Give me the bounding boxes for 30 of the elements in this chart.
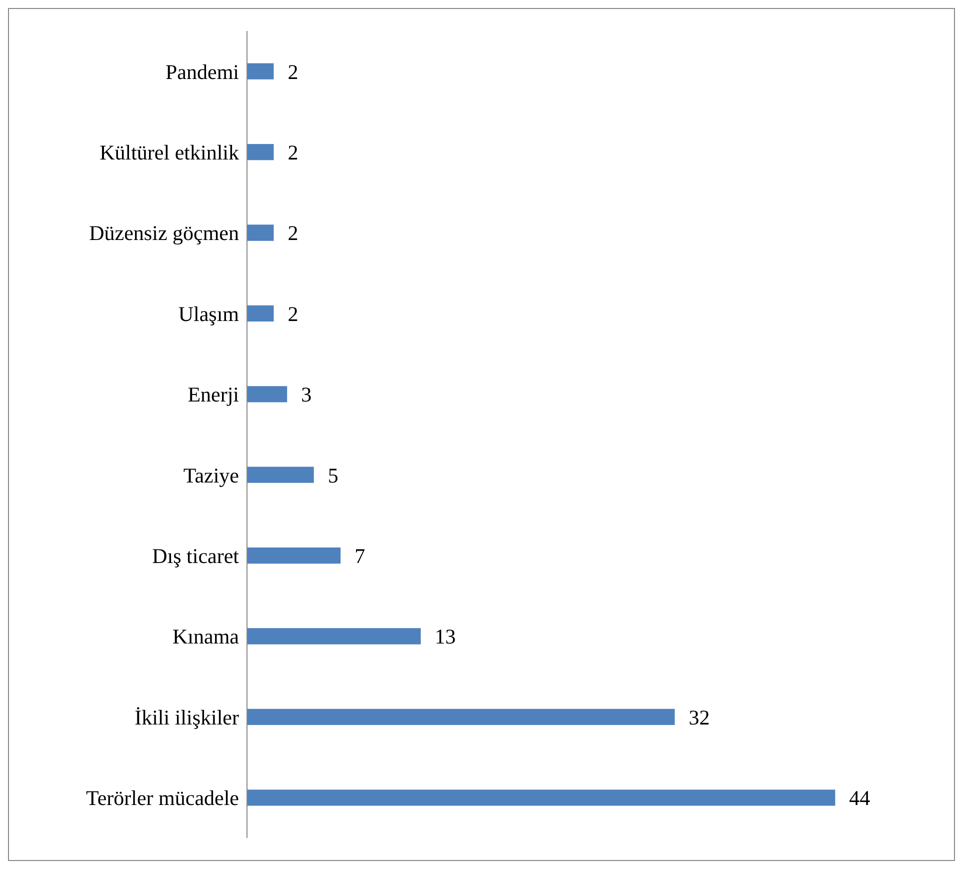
y-tick-label: İkili ilişkiler [134, 705, 240, 730]
bar [247, 63, 274, 80]
bar [247, 305, 274, 322]
data-label: 2 [288, 221, 298, 246]
bar [247, 628, 421, 644]
y-tick-label: Ulaşım [178, 302, 239, 326]
data-label: 2 [288, 302, 298, 326]
y-tick-label: Pandemi [166, 60, 240, 84]
data-label: 2 [288, 60, 298, 84]
y-tick-label: Kınama [172, 624, 240, 649]
y-tick-label: Terörler mücadele [86, 786, 239, 810]
data-label: 44 [849, 786, 871, 810]
data-label: 3 [301, 382, 312, 407]
bar [247, 466, 314, 483]
data-label: 5 [328, 463, 338, 488]
bar [247, 144, 274, 160]
y-tick-label: Enerji [188, 382, 240, 407]
y-tick-label: Kültürel etkinlik [100, 140, 240, 165]
bar [247, 790, 836, 806]
y-tick-label: Taziye [183, 463, 239, 488]
bar [247, 708, 675, 726]
y-tick-label: Dış ticaret [152, 544, 240, 568]
bar [247, 224, 274, 241]
bar [247, 386, 288, 402]
data-label: 32 [688, 705, 710, 730]
y-tick-label: Düzensiz göçmen [89, 221, 240, 246]
bar [247, 547, 341, 564]
data-label: 7 [354, 544, 366, 568]
data-label: 2 [288, 140, 298, 165]
data-label: 13 [434, 624, 456, 649]
